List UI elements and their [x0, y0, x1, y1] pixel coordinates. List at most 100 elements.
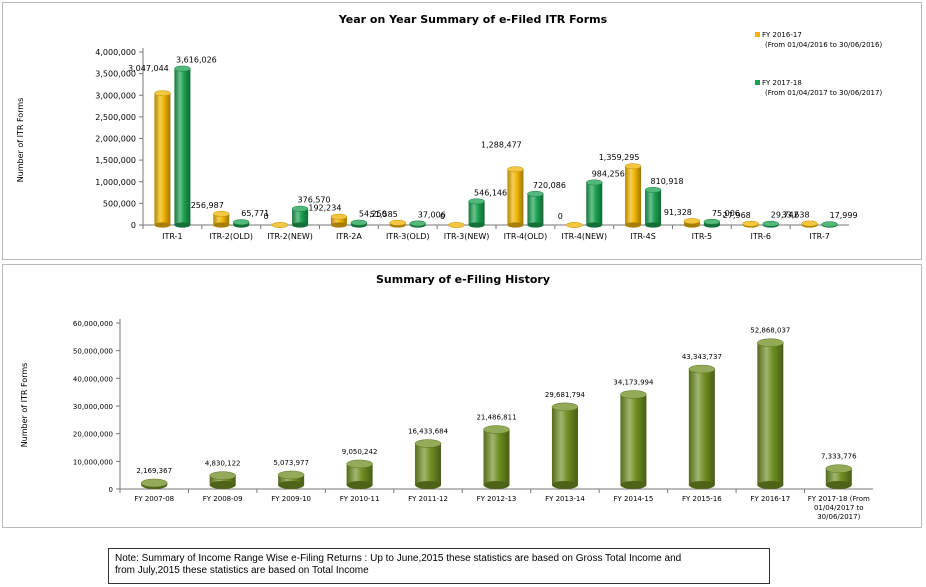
chart2-bar-base: [346, 481, 373, 489]
chart1-legend-period: (From 01/04/2016 to 30/06/2016): [765, 41, 882, 49]
chart2-x-tick-label: FY 2010-11: [340, 495, 380, 503]
chart2-bar-base: [483, 481, 510, 489]
chart1-bar-fy2016-17: [507, 169, 524, 225]
chart2-bar: [688, 369, 715, 485]
chart2-x-tick-label-line: FY 2017-18 (From: [808, 495, 870, 503]
chart2-bar-top: [551, 402, 579, 412]
chart1-data-label: 17,999: [830, 211, 858, 220]
chart2-y-axis-label: Number of ITR Forms: [20, 363, 29, 448]
chart1-bar-fy2017-18-top: [350, 219, 368, 226]
chart2-x-tick-label: FY 2014-15: [614, 495, 654, 503]
chart2-bar-top: [757, 338, 784, 347]
chart2-data-label: 4,830,122: [205, 460, 241, 468]
chart1-bar-fy2016-17-top: [507, 166, 524, 173]
chart1-legend-swatch: [755, 32, 760, 37]
chart1-bar-fy2016-17: [625, 166, 642, 225]
chart2-x-tick-label-line: FY 2013-14: [545, 495, 585, 503]
chart1-data-label: 1,288,477: [481, 140, 522, 149]
chart2-bar: [415, 443, 442, 485]
chart1-data-label: 3,047,044: [128, 64, 169, 73]
chart2-data-label: 29,681,794: [545, 391, 586, 399]
chart1-bar-fy2017-18: [468, 201, 485, 225]
chart1-title: Year on Year Summary of e-Filed ITR Form…: [338, 13, 608, 26]
chart1-bar-fy2016-17-top: [154, 90, 171, 97]
chart1-data-label: 3,616,026: [176, 56, 217, 65]
chart1-bar-fy2017-18: [527, 193, 544, 225]
efiling-history-chart-panel: Summary of e-Filing History Number of ITR…: [2, 264, 922, 528]
chart2-bar: [209, 475, 236, 485]
chart2-y-tick-label: 50,000,000: [73, 348, 113, 356]
chart1-data-label: 0: [558, 212, 563, 221]
chart1-data-label: 376,570: [298, 196, 331, 205]
chart2-bar-top: [825, 464, 853, 473]
chart1-x-tick-label: ITR-2(NEW): [267, 232, 313, 241]
chart1-bar-fy2016-17-top: [330, 213, 348, 220]
chart2-bar: [620, 394, 647, 485]
chart1-y-tick-label: 2,000,000: [95, 135, 136, 144]
chart2-bar-top: [140, 478, 168, 488]
chart2-x-tick-label-line: FY 2015-16: [682, 495, 722, 503]
chart2-x-tick-label: FY 2017-18 (From 01/04/2017 to 30/06/2017): [808, 495, 870, 521]
chart1-x-tick-label: ITR-4S: [630, 232, 656, 241]
chart1-x-tick-label: ITR-4(OLD): [504, 232, 548, 241]
chart2-x-tick-label: FY 2009-10: [271, 495, 311, 503]
chart1-bar-fy2017-18: [174, 68, 191, 225]
chart2-title: Summary of e-Filing History: [376, 273, 550, 286]
chart1-x-tick-label: ITR-5: [692, 232, 712, 241]
chart1-x-tick-label: ITR-3(OLD): [386, 232, 430, 241]
chart1-x-tick-label: ITR-2(OLD): [209, 232, 253, 241]
chart1-y-tick-label: 1,500,000: [95, 156, 136, 165]
chart1-data-label: 720,086: [533, 181, 566, 190]
chart1-bar-fy2017-18: [292, 208, 309, 225]
chart1-bar-fy2016-17-top: [566, 222, 583, 228]
chart2-y-tick-label: 30,000,000: [73, 403, 113, 411]
chart1-legend-name: FY 2016-17: [762, 31, 802, 39]
chart2-x-tick-label-line: FY 2016-17: [750, 495, 790, 503]
chart1-bar-fy2016-17-top: [683, 218, 701, 224]
chart2-data-label: 9,050,242: [342, 448, 378, 456]
chart1-bar-fy2017-18-top: [527, 190, 544, 197]
chart2-y-tick-label: 60,000,000: [73, 320, 113, 328]
chart1-bar-fy2017-18-top: [174, 65, 191, 72]
chart1-legend-name: FY 2017-18: [762, 79, 802, 87]
chart1-bar-fy2016-17-top: [213, 210, 230, 217]
chart2-x-tick-label: FY 2007-08: [134, 495, 174, 503]
chart1-bar-fy2016-17-base: [625, 222, 642, 228]
chart1-data-label: 0: [440, 212, 445, 221]
chart1-data-label: 192,234: [308, 204, 341, 213]
chart1-bar-fy2017-18-base: [174, 222, 191, 228]
chart1-bar-fy2017-18-top: [291, 205, 309, 212]
chart2-y-tick-label: 40,000,000: [73, 375, 113, 383]
chart1-data-label: 33,638: [782, 211, 810, 220]
chart2-bar: [825, 468, 852, 485]
chart1-bar-fy2016-17: [213, 213, 230, 225]
chart2-x-tick-label-line: FY 2014-15: [614, 495, 654, 503]
chart1-bar-fy2016-17-top: [624, 163, 642, 170]
efiling-history-chart: Summary of e-Filing History Number of ITR…: [20, 273, 873, 521]
chart1-data-label: 75,006: [712, 209, 740, 218]
chart1-y-tick-label: 3,000,000: [95, 91, 136, 100]
chart2-bar: [278, 474, 305, 485]
footnote: Note: Summary of Income Range Wise e-Fil…: [108, 548, 770, 584]
chart2-x-tick-label: FY 2015-16: [682, 495, 722, 503]
chart2-bar: [346, 463, 373, 485]
chart1-x-tick-label: ITR-3(NEW): [444, 232, 490, 241]
chart1-y-tick-label: 0: [131, 221, 136, 230]
chart1-data-label: 91,328: [664, 208, 692, 217]
chart1-x-tick-label: ITR-7: [809, 232, 829, 241]
chart2-data-label: 52,868,037: [750, 327, 790, 335]
chart2-bar: [757, 342, 784, 485]
chart1-bar-fy2016-17-top: [742, 220, 759, 227]
chart1-y-tick-label: 1,000,000: [95, 178, 136, 187]
chart1-bar-fy2017-18-top: [644, 187, 662, 193]
chart1-bar-fy2016-17: [330, 216, 347, 225]
chart1-bar-fy2017-18-top: [586, 179, 603, 186]
chart2-bar-base: [757, 481, 784, 489]
chart2-x-tick-label-line: FY 2010-11: [340, 495, 380, 503]
chart1-y-axis-label: Number of ITR Forms: [16, 98, 25, 183]
chart2-bar-base: [415, 481, 442, 489]
itr-forms-chart: Year on Year Summary of e-Filed ITR Form…: [16, 13, 882, 241]
chart2-bar-top: [346, 459, 373, 469]
chart2-x-tick-label-line: FY 2012-13: [477, 495, 517, 503]
chart1-bar-fy2017-18-base: [586, 222, 603, 228]
